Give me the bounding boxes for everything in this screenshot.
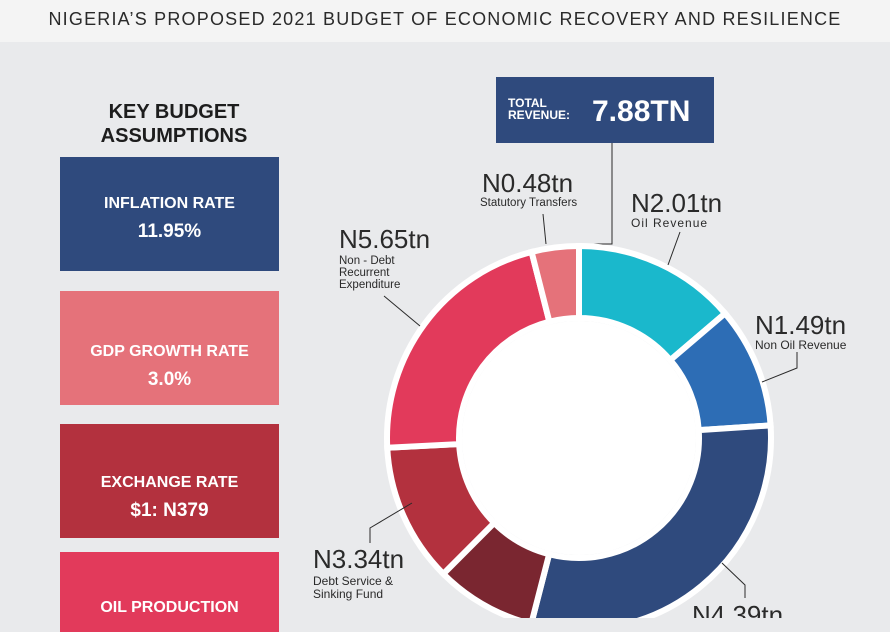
assumptions-title: KEY BUDGET ASSUMPTIONS bbox=[60, 100, 288, 148]
donut-segments bbox=[384, 242, 774, 618]
page-title: NIGERIA’S PROPOSED 2021 BUDGET OF ECONOM… bbox=[48, 9, 842, 29]
label-non-debt-line: Non - Debt bbox=[339, 255, 395, 267]
leader-line-oil-revenue bbox=[667, 231, 681, 266]
amount-statutory: N0.48tn bbox=[482, 168, 573, 198]
donut-center bbox=[462, 321, 696, 555]
leader-line-non-debt bbox=[383, 295, 421, 327]
inflation-rate-card: INFLATION RATE 11.95% bbox=[60, 157, 279, 271]
card-label: GDP GROWTH RATE bbox=[90, 343, 249, 360]
amount-non-debt: N5.65tn bbox=[339, 224, 430, 254]
assumptions-title-line-2: ASSUMPTIONS bbox=[100, 125, 248, 147]
donut-segment-2 bbox=[529, 422, 774, 618]
total-revenue-box: TOTAL REVENUE: 7.88TN bbox=[496, 77, 714, 143]
amount-debt-service: N3.34tn bbox=[313, 544, 404, 574]
card-value: 3.0% bbox=[147, 369, 192, 390]
amount-oil-revenue: N2.01tn bbox=[631, 188, 722, 218]
donut-segment-6 bbox=[527, 242, 582, 326]
leader-line-non-oil-revenue bbox=[761, 352, 798, 383]
amount-n4-39: N4.39tn bbox=[692, 600, 783, 618]
card-value: $1: N379 bbox=[130, 500, 209, 521]
card-label: OIL PRODUCTION bbox=[100, 599, 239, 616]
label-non-debt-line: Expenditure bbox=[339, 279, 400, 291]
total-revenue-label-line-1: TOTAL bbox=[508, 96, 547, 110]
card-label: EXCHANGE RATE bbox=[100, 474, 239, 491]
leader-line-debt-service bbox=[369, 502, 413, 543]
label-oil-revenue: Oil Revenue bbox=[631, 216, 708, 230]
label-statutory: Statutory Transfers bbox=[480, 197, 577, 209]
label-non-debt: Non - Debt Recurrent Expenditure bbox=[339, 255, 400, 291]
total-revenue-label-line-2: REVENUE: bbox=[508, 108, 571, 122]
total-revenue-value: 7.88TN bbox=[592, 95, 691, 128]
gdp-growth-rate-card: GDP GROWTH RATE 3.0% bbox=[60, 291, 279, 405]
label-debt-service-line: Debt Service & bbox=[313, 574, 393, 588]
total-revenue-label: TOTAL REVENUE: bbox=[508, 97, 588, 121]
amount-non-oil-revenue: N1.49tn bbox=[755, 310, 846, 340]
card-label: INFLATION RATE bbox=[104, 195, 235, 212]
leader-line-n4-39 bbox=[721, 562, 746, 598]
leader-line-statutory bbox=[542, 213, 547, 245]
assumptions-title-line-1: KEY BUDGET bbox=[108, 101, 240, 123]
label-non-oil-revenue: Non Oil Revenue bbox=[755, 338, 847, 352]
label-non-debt-line: Recurrent bbox=[339, 267, 390, 279]
header-bar bbox=[0, 0, 890, 42]
exchange-rate-card: EXCHANGE RATE $1: N379 bbox=[60, 424, 279, 538]
label-debt-service: Debt Service & Sinking Fund bbox=[313, 574, 396, 601]
label-debt-service-line: Sinking Fund bbox=[313, 587, 383, 601]
budget-donut-chart: N2.01tn Oil Revenue N1.49tn Non Oil Reve… bbox=[313, 143, 847, 618]
card-value: 11.95% bbox=[137, 221, 202, 242]
